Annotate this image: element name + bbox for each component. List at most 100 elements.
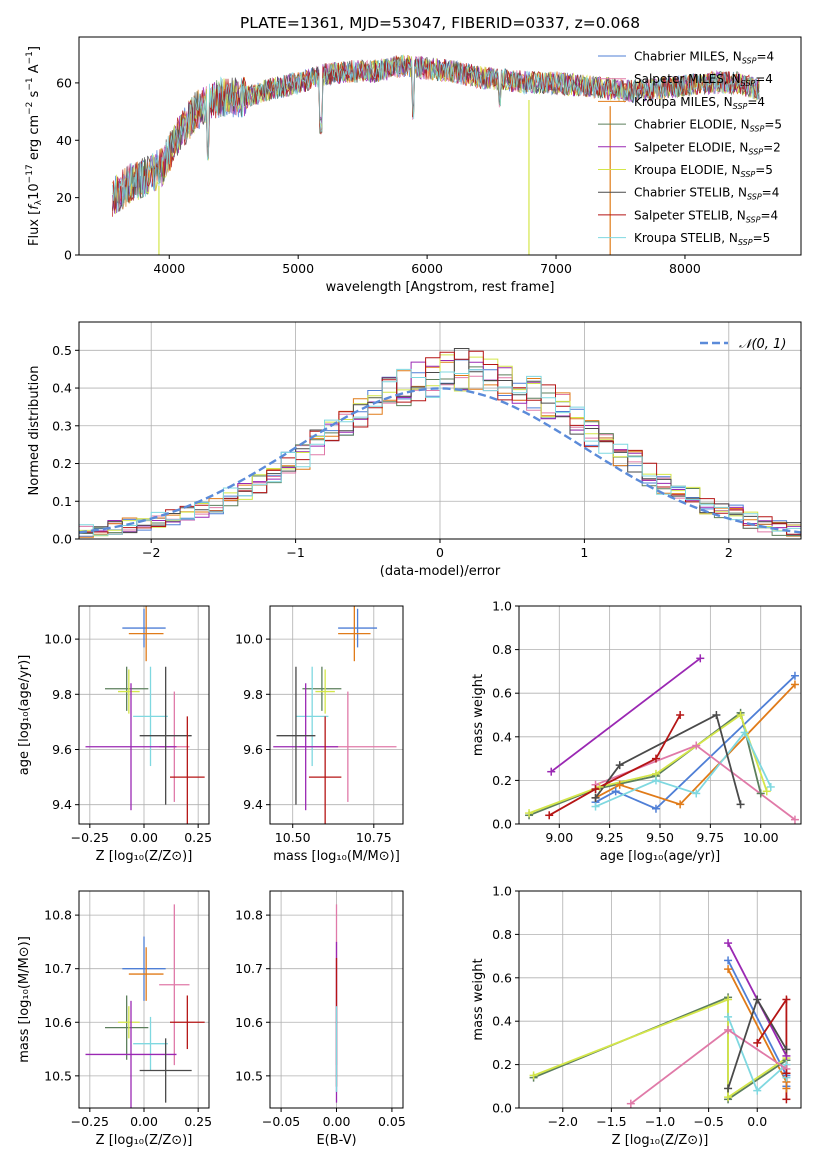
spectrum-line-kS (112, 54, 760, 213)
plot-area (273, 606, 397, 824)
x-tick-label: 0.00 (323, 1114, 351, 1129)
x-tick-label: 2 (725, 545, 733, 560)
y-tick-label: 0.4 (492, 729, 512, 744)
normal-reference-curve (79, 387, 801, 534)
y-tick-label: 10.8 (44, 908, 72, 923)
histogram-series-sS (79, 350, 801, 535)
legend-entry: Kroupa ELODIE, NSSP=5 (634, 163, 773, 179)
legend-entry: Chabrier STELIB, NSSP=4 (634, 186, 779, 202)
panel-3: −0.25 0.00 0.25 9.4 9.6 9.8 10.0 Z [log₁₀(Z/Z⊙)… (17, 605, 212, 864)
x-axis-label: (data-model)/error (380, 564, 501, 579)
plot-area (79, 348, 801, 538)
y-tick-label: 0 (64, 248, 72, 263)
weight-series-line (533, 998, 787, 1099)
y-tick-label: 0.2 (52, 456, 72, 471)
weight-series-line (548, 714, 681, 817)
legend-entry: Salpeter STELIB, NSSP=4 (634, 208, 778, 224)
plot-area (528, 657, 796, 821)
y-tick-label: 9.6 (243, 742, 263, 757)
y-tick-label: 10.7 (44, 961, 72, 976)
x-axis-label: Z [log₁₀(Z/Z⊙)] (612, 1133, 709, 1148)
y-axis-label: mass weight (471, 674, 486, 756)
y-tick-label: 1.0 (492, 884, 512, 899)
weight-series-line (594, 713, 742, 805)
y-tick-label: 0.6 (492, 686, 512, 701)
legend-entry: Chabrier ELODIE, NSSP=5 (634, 118, 782, 134)
x-tick-label: 0.25 (184, 1114, 212, 1129)
x-tick-label: 4000 (153, 261, 185, 276)
histogram-series-kE (79, 354, 801, 537)
x-tick-label: 8000 (669, 261, 701, 276)
y-tick-label: 1.0 (492, 599, 512, 614)
x-tick-label: 0.25 (184, 830, 212, 845)
x-axis-label: mass [log₁₀(M/M⊙)] (273, 849, 400, 864)
legend-entry: Chabrier MILES, NSSP=4 (634, 50, 774, 66)
x-tick-label: −0.25 (71, 1114, 109, 1129)
x-tick-label: 9.75 (696, 830, 724, 845)
x-tick-label: 6000 (411, 261, 443, 276)
x-tick-label: 9.50 (646, 830, 674, 845)
x-tick-label: −2.0 (548, 1114, 578, 1129)
x-tick-label: 0.00 (130, 1114, 158, 1129)
legend-entry: Kroupa STELIB, NSSP=5 (634, 231, 770, 247)
y-tick-label: 0.4 (52, 381, 72, 396)
y-axis-label: mass weight (471, 958, 486, 1040)
panel-6: −0.25 0.00 0.25 10.5 10.6 10.7 10.8 Z [log₁₀(Z/… (17, 890, 212, 1148)
y-tick-label: 9.8 (52, 687, 72, 702)
x-tick-label: −2 (142, 545, 160, 560)
y-tick-label: 20 (56, 190, 72, 205)
y-tick-label: 0.4 (492, 1014, 512, 1029)
plot-area (85, 904, 205, 1108)
y-tick-label: 9.8 (243, 687, 263, 702)
x-tick-label: −1.5 (596, 1114, 626, 1129)
x-tick-label: 10.50 (275, 830, 311, 845)
x-axis-label: Z [log₁₀(Z/Z⊙)] (96, 1133, 193, 1148)
legend-entry: Salpeter ELODIE, NSSP=2 (634, 140, 781, 156)
weight-series-line (756, 996, 788, 1100)
y-tick-label: 60 (56, 75, 72, 90)
weight-series-line (595, 683, 796, 806)
weight-series-line (550, 657, 701, 773)
legend-entry: 𝒩(0, 1) (739, 337, 786, 352)
x-tick-label: 1 (580, 545, 588, 560)
x-tick-label: −0.5 (693, 1114, 723, 1129)
y-tick-label: 10.5 (235, 1068, 263, 1083)
x-tick-label: 0.05 (378, 1114, 406, 1129)
histogram-panel: −2 −1 0 1 2 0.0 0.1 0.2 0.3 0.4 0.5 (data-model)/er… (27, 321, 802, 579)
x-tick-label: −0.05 (262, 1114, 300, 1129)
y-tick-label: 9.4 (243, 797, 263, 812)
x-tick-label: 9.25 (596, 830, 624, 845)
panel-4: 10.50 10.75 9.4 9.6 9.8 10.0 mass [log₁₀(M/M⊙)… (235, 605, 404, 864)
x-tick-label: 7000 (540, 261, 572, 276)
weight-series-line (595, 730, 772, 808)
y-axis-label: Flux [fλ10−17 erg cm−2 s−1 A−1] (25, 46, 44, 246)
y-tick-label: 40 (56, 133, 72, 148)
y-tick-label: 0.2 (492, 1057, 512, 1072)
x-axis-label: age [log₁₀(age/yr)] (600, 849, 721, 864)
y-tick-label: 10.7 (235, 961, 263, 976)
plot-area (85, 606, 205, 824)
x-tick-label: 9.00 (545, 830, 573, 845)
y-tick-label: 10.5 (44, 1068, 72, 1083)
legend-entry: Salpeter MILES, NSSP=4 (634, 72, 773, 88)
x-axis-label: wavelength [Angstrom, rest frame] (326, 280, 555, 295)
histogram-series-kS (79, 368, 801, 536)
y-axis-label: Normed distribution (27, 366, 42, 496)
x-tick-label: −1 (286, 545, 304, 560)
y-tick-label: 10.8 (235, 908, 263, 923)
x-tick-label: 0.0 (747, 1114, 767, 1129)
y-tick-label: 9.4 (52, 797, 72, 812)
panel-7: −0.05 0.00 0.05 10.5 10.6 10.7 10.8 E(B-V) (235, 890, 406, 1148)
axes-frame (269, 605, 404, 825)
y-tick-label: 0.6 (492, 970, 512, 985)
panel-5: 9.00 9.25 9.50 9.75 10.00 0.0 0.2 0.4 0.6 0.8 1.0 a… (471, 599, 802, 864)
y-tick-label: 0.0 (492, 1101, 512, 1116)
y-axis-label: age [log₁₀(age/yr)] (17, 655, 32, 776)
y-tick-label: 10.6 (235, 1015, 263, 1030)
y-tick-label: 0.0 (492, 817, 512, 832)
y-axis-label: mass [log₁₀(M/M⊙)] (17, 936, 32, 1063)
x-tick-label: 10.00 (743, 830, 779, 845)
x-tick-label: −0.25 (71, 830, 109, 845)
panel-8: −2.0 −1.5 −1.0 −0.5 0.0 0.0 0.2 0.4 0.6 0.8 1.0 Z [… (471, 884, 802, 1148)
x-tick-label: 0.00 (130, 830, 158, 845)
